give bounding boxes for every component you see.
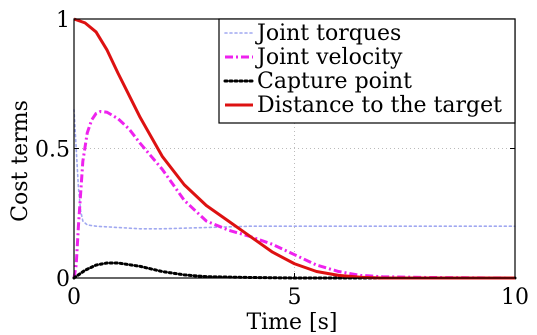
- tick-labels: 0 5 10 0 0.5 1: [35, 8, 529, 310]
- legend-box: [218, 18, 516, 124]
- legend-label-3: Capture point: [257, 69, 412, 94]
- legend-label-1: Joint torques: [255, 21, 401, 46]
- x-tick-label: 10: [501, 285, 529, 310]
- y-axis-label: Cost terms: [8, 100, 33, 222]
- legend-label-4: Distance to the target: [257, 93, 502, 118]
- y-tick-label: 1: [56, 8, 70, 33]
- legend-label-2: Joint velocity: [255, 45, 403, 70]
- x-axis-label: Time [s]: [246, 310, 337, 335]
- x-tick-label: 5: [288, 285, 302, 310]
- x-tick-label: 0: [67, 285, 81, 310]
- series-line-2: [72, 109, 516, 280]
- grid: [74, 19, 515, 278]
- y-tick-label: 0.5: [35, 138, 70, 163]
- y-tick-label: 0: [56, 267, 70, 292]
- series-line-4: [73, 17, 515, 280]
